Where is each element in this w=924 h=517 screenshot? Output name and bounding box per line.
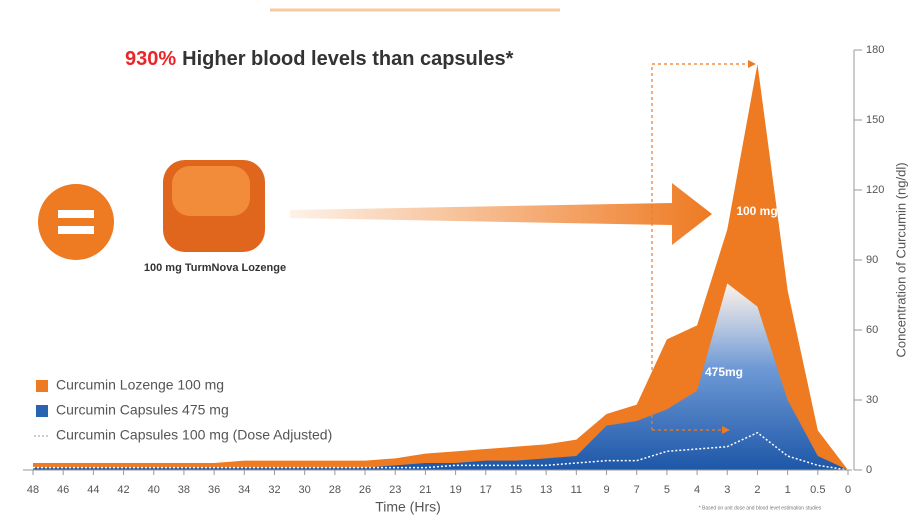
y-tick-label: 150 [866,114,884,126]
x-tick-label: 44 [87,484,99,496]
x-tick-label: 26 [359,484,371,496]
guide-arrowhead [748,60,756,68]
x-tick-label: 15 [510,484,522,496]
legend-swatch [36,405,48,417]
x-tick-label: 34 [238,484,250,496]
y-tick-label: 30 [866,394,878,406]
x-tick-label: 3 [724,484,730,496]
guide-arrowhead [722,426,730,434]
y-tick-label: 90 [866,254,878,266]
legend-label: Curcumin Lozenge 100 mg [56,377,224,393]
y-axis-label: Concentration of Curcumin (ng/dl) [893,162,908,357]
x-tick-label: 42 [117,484,129,496]
legend-label: Curcumin Capsules 100 mg (Dose Adjusted) [56,427,332,443]
x-tick-label: 36 [208,484,220,496]
headline-highlight: 930% [125,48,176,70]
x-tick-label: 30 [299,484,311,496]
x-tick-label: 1 [785,484,791,496]
x-axis-label: Time (Hrs) [375,499,441,515]
series-area [33,283,848,470]
x-tick-label: 0 [845,484,851,496]
equals-bar [58,226,94,234]
y-tick-label: 60 [866,324,878,336]
x-tick-label: 38 [178,484,190,496]
series-annotation: 100 mg [736,204,777,218]
series-annotation: 475mg [705,365,743,379]
lozenge-highlight [172,166,250,216]
y-tick-label: 180 [866,44,884,56]
y-tick-label: 0 [866,464,872,476]
x-tick-label: 46 [57,484,69,496]
x-tick-label: 13 [540,484,552,496]
product-label: 100 mg TurmNova Lozenge [144,262,286,274]
comparison-guide [651,63,748,430]
x-tick-label: 11 [571,484,582,496]
equals-icon [38,184,114,260]
x-tick-label: 48 [27,484,39,496]
headline-text: Higher blood levels than capsules* [182,48,513,70]
x-tick-label: 40 [148,484,160,496]
legend-label: Curcumin Capsules 475 mg [56,402,229,418]
x-tick-label: 2 [754,484,760,496]
x-tick-label: 17 [480,484,492,496]
legend-swatch [36,380,48,392]
x-tick-label: 19 [449,484,461,496]
x-tick-label: 9 [603,484,609,496]
footnote: * Based on unit dose and blood level est… [699,505,822,511]
x-tick-label: 4 [694,484,700,496]
series-line [33,431,849,471]
x-tick-label: 21 [419,484,431,496]
equals-bar [58,210,94,218]
plot-area: 48 46 44 42 40 38 36 34 32 30 28 26 23 21 19 17 15 13 11 9 7… [23,44,884,496]
headline: 930% Higher blood levels than capsules* [125,48,514,70]
x-tick-label: 7 [634,484,640,496]
x-tick-label: 32 [268,484,280,496]
pointer-arrow [290,183,712,245]
x-tick-label: 0.5 [810,484,825,496]
x-tick-label: 23 [389,484,401,496]
x-tick-label: 28 [329,484,341,496]
y-tick-label: 120 [866,184,884,196]
x-tick-label: 5 [664,484,670,496]
